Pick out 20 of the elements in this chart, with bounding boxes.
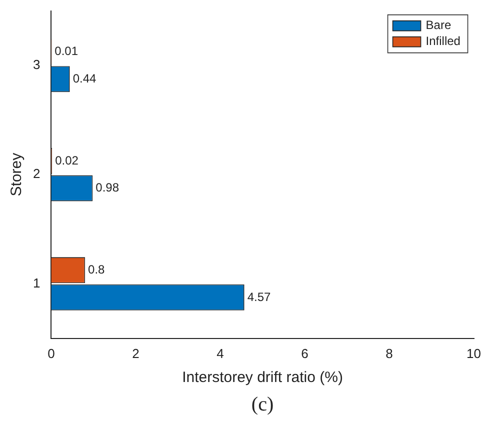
- data-label: 4.57: [247, 290, 272, 304]
- x-tick-label: 0: [48, 346, 55, 361]
- legend-label: Infilled: [426, 34, 460, 48]
- x-tick-label: 2: [132, 346, 140, 361]
- data-label: 0.02: [55, 153, 79, 168]
- y-axis-title: Storey: [8, 152, 26, 196]
- data-label: 0.01: [54, 44, 78, 58]
- y-tick-label: 2: [32, 166, 40, 182]
- x-tick-label: 6: [301, 346, 308, 361]
- data-label: 0.8: [88, 262, 106, 276]
- data-label: 0.44: [72, 71, 97, 86]
- data-label: 0.98: [96, 180, 120, 195]
- x-tick-label: 10: [466, 346, 482, 361]
- x-tick-label: 8: [386, 346, 393, 361]
- x-tick-label: 4: [216, 346, 224, 361]
- y-tick-label: 3: [32, 56, 40, 72]
- legend-label: Bare: [426, 18, 452, 32]
- y-tick-label: 1: [32, 275, 40, 290]
- x-axis-title: Interstorey drift ratio (%): [182, 369, 343, 386]
- text: (c): [251, 393, 274, 416]
